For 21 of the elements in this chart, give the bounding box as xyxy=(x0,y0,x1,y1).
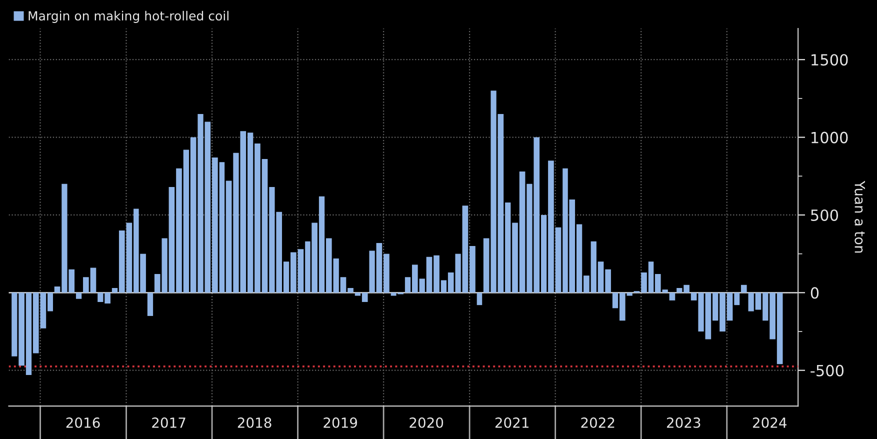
y-tick-label: -500 xyxy=(810,364,844,376)
bar xyxy=(476,292,482,306)
x-tick-label: 2021 xyxy=(495,417,528,428)
x-tick-label: 2024 xyxy=(752,417,787,428)
bar xyxy=(76,292,82,299)
x-tick-label: 2022 xyxy=(581,417,614,428)
x-tick-label: 2017 xyxy=(152,417,186,428)
x-tick-label: 2023 xyxy=(666,417,700,428)
y-tick-label: 1000 xyxy=(812,132,848,144)
y-tick-label: 1500 xyxy=(812,54,848,66)
x-tick-label: 2016 xyxy=(66,417,100,428)
y-tick-label: 0 xyxy=(810,287,819,299)
legend-label: Margin on making hot-rolled coil xyxy=(28,10,228,23)
bar xyxy=(740,284,747,293)
x-tick-label: 2018 xyxy=(238,417,272,428)
x-tick-label: 2020 xyxy=(410,417,444,428)
x-tick-label: 2019 xyxy=(324,417,358,428)
bar xyxy=(147,292,154,316)
bar xyxy=(669,292,676,300)
y-tick-label: 500 xyxy=(811,209,838,221)
y-axis-title: Yuan a ton xyxy=(854,180,865,253)
